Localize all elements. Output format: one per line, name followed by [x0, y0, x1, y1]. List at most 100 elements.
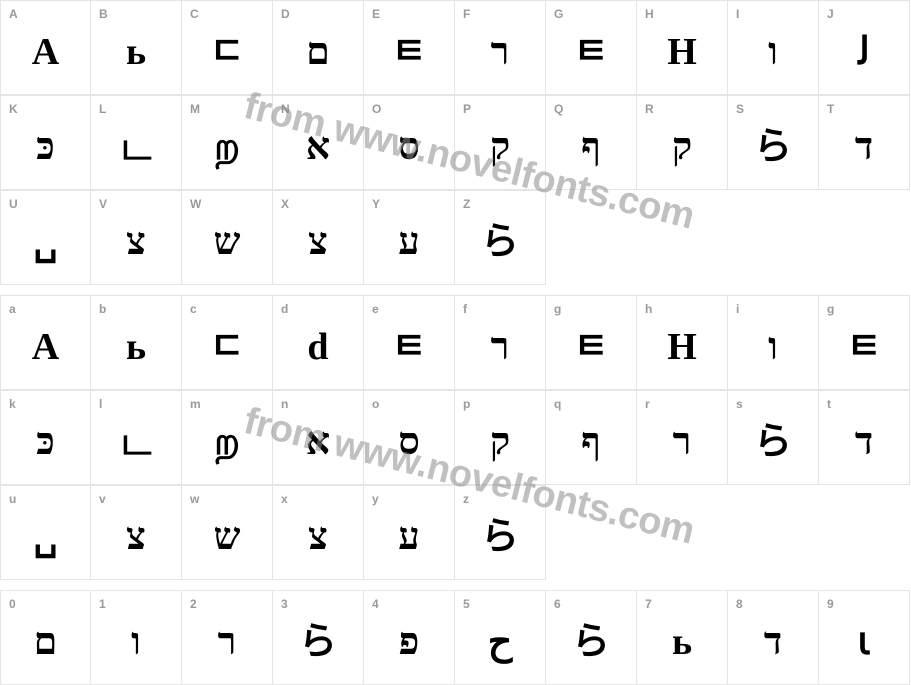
- cell-label: 7: [645, 597, 719, 611]
- glyph: ע: [398, 223, 420, 261]
- glyph: פ: [399, 623, 420, 661]
- glyph-cell: Sら: [728, 95, 819, 190]
- glyph: ␣: [33, 518, 57, 556]
- glyph: ь: [126, 33, 146, 71]
- glyph-cell: HH: [637, 0, 728, 95]
- glyph-cell: Oס: [364, 95, 455, 190]
- glyph: ட: [121, 423, 151, 461]
- glyph-cell: fר: [455, 295, 546, 390]
- glyph: ら: [299, 623, 337, 661]
- glyph: ס: [398, 128, 420, 166]
- cell-label: x: [281, 492, 355, 506]
- glyph: ㄷ: [210, 33, 245, 71]
- cell-label: 4: [372, 597, 446, 611]
- cell-label: R: [645, 102, 719, 116]
- cell-label: V: [99, 197, 173, 211]
- glyph: ら: [754, 423, 792, 461]
- cell-label: O: [372, 102, 446, 116]
- cell-label: f: [463, 302, 537, 316]
- glyph: A: [32, 33, 59, 71]
- cell-label: o: [372, 397, 446, 411]
- glyph: ㅌ: [847, 328, 882, 366]
- cell-label: U: [9, 197, 82, 211]
- glyph: ף: [581, 128, 601, 166]
- empty-cell: [637, 485, 728, 580]
- glyph: ㄷ: [210, 328, 245, 366]
- glyph: ꙇ: [858, 623, 871, 661]
- empty-cell: [546, 485, 637, 580]
- glyph-cell: Rק: [637, 95, 728, 190]
- cell-label: c: [190, 302, 264, 316]
- glyph: ר: [491, 33, 510, 71]
- cell-label: b: [99, 302, 173, 316]
- cell-label: A: [9, 7, 82, 21]
- glyph-cell: xצ: [273, 485, 364, 580]
- glyph-cell: mற: [182, 390, 273, 485]
- glyph: צ: [126, 518, 146, 556]
- glyph-cell: hH: [637, 295, 728, 390]
- cell-label: K: [9, 102, 82, 116]
- cell-label: s: [736, 397, 810, 411]
- glyph: ש: [214, 223, 241, 261]
- cell-label: X: [281, 197, 355, 211]
- glyph: כּ: [36, 128, 55, 166]
- glyph: ק: [672, 128, 692, 166]
- glyph-cell: AA: [0, 0, 91, 95]
- glyph-cell: 4פ: [364, 590, 455, 685]
- cell-label: y: [372, 492, 446, 506]
- cell-label: h: [645, 302, 719, 316]
- cell-label: J: [827, 7, 901, 21]
- glyph-cell: vצ: [91, 485, 182, 580]
- glyph-cell: aA: [0, 295, 91, 390]
- glyph: ら: [481, 223, 519, 261]
- glyph-cell: nא: [273, 390, 364, 485]
- cell-label: M: [190, 102, 264, 116]
- glyph-cell: U␣: [0, 190, 91, 285]
- cell-label: 8: [736, 597, 810, 611]
- glyph: ㅌ: [392, 33, 427, 71]
- cell-label: 5: [463, 597, 537, 611]
- glyph-cell: 6ら: [546, 590, 637, 685]
- glyph: ㅌ: [574, 33, 609, 71]
- empty-cell: [546, 190, 637, 285]
- cell-label: r: [645, 397, 719, 411]
- glyph: d: [307, 328, 328, 366]
- glyph: H: [667, 33, 697, 71]
- cell-label: t: [827, 397, 901, 411]
- glyph-cell: 0ם: [0, 590, 91, 685]
- glyph: ら: [481, 518, 519, 556]
- glyph-cell: 9ꙇ: [819, 590, 910, 685]
- glyph-row: u␣vצwשxצyעzら: [0, 485, 910, 580]
- cell-label: D: [281, 7, 355, 21]
- cell-label: e: [372, 302, 446, 316]
- glyph: ㅌ: [392, 328, 427, 366]
- glyph-cell: Eㅌ: [364, 0, 455, 95]
- glyph-cell: Yע: [364, 190, 455, 285]
- glyph-cell: Xצ: [273, 190, 364, 285]
- empty-cell: [819, 190, 910, 285]
- glyph-cell: wש: [182, 485, 273, 580]
- cell-label: C: [190, 7, 264, 21]
- glyph-cell: 3ら: [273, 590, 364, 685]
- glyph: ற: [214, 423, 240, 461]
- glyph-cell: rר: [637, 390, 728, 485]
- glyph-cell: Cㄷ: [182, 0, 273, 95]
- glyph-row: aAbьcㄷddeㅌfרgㅌhHiוgㅌ: [0, 295, 910, 390]
- cell-label: N: [281, 102, 355, 116]
- cell-label: q: [554, 397, 628, 411]
- cell-label: w: [190, 492, 264, 506]
- section-spacer: [0, 580, 910, 590]
- cell-label: Z: [463, 197, 537, 211]
- glyph-row: U␣VצWשXצYעZら: [0, 190, 910, 285]
- glyph-cell: Nא: [273, 95, 364, 190]
- cell-label: E: [372, 7, 446, 21]
- glyph: ד: [855, 128, 873, 166]
- cell-label: S: [736, 102, 810, 116]
- glyph: ד: [855, 423, 873, 461]
- glyph-cell: sら: [728, 390, 819, 485]
- glyph-cell: Jﻟ: [819, 0, 910, 95]
- glyph: א: [306, 423, 330, 461]
- empty-cell: [637, 190, 728, 285]
- glyph-cell: Iו: [728, 0, 819, 95]
- glyph-cell: dd: [273, 295, 364, 390]
